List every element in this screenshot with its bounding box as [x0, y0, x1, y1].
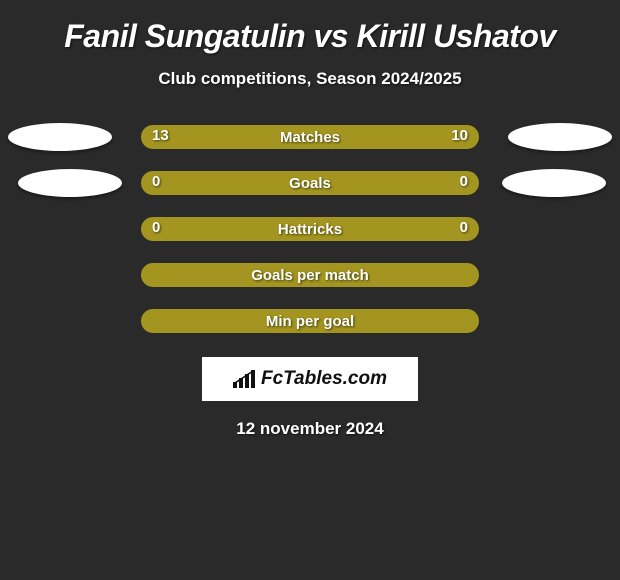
stat-pill: Matches	[141, 125, 479, 149]
stat-value-right: 0	[460, 173, 468, 190]
stat-pill: Hattricks	[141, 217, 479, 241]
stat-row: Matches 13 10	[0, 125, 620, 149]
stat-value-right: 10	[451, 127, 468, 144]
stat-row: Goals per match	[0, 263, 620, 287]
stat-pill: Goals per match	[141, 263, 479, 287]
stat-label: Matches	[280, 129, 340, 146]
stat-value-left: 0	[152, 219, 160, 236]
stat-label: Goals	[289, 175, 331, 192]
brand-badge: FcTables.com	[202, 357, 418, 401]
page-title: Fanil Sungatulin vs Kirill Ushatov	[0, 0, 620, 55]
stat-value-left: 0	[152, 173, 160, 190]
brand-text: FcTables.com	[261, 368, 387, 390]
stat-row: Min per goal	[0, 309, 620, 333]
subtitle: Club competitions, Season 2024/2025	[0, 69, 620, 89]
player-badge-left	[18, 169, 122, 197]
bar-chart-icon	[233, 370, 255, 388]
stat-row: Goals 0 0	[0, 171, 620, 195]
stat-label: Min per goal	[266, 313, 354, 330]
player-badge-left	[8, 123, 112, 151]
stat-row: Hattricks 0 0	[0, 217, 620, 241]
player-badge-right	[508, 123, 612, 151]
stat-label: Hattricks	[278, 221, 342, 238]
page-date: 12 november 2024	[0, 419, 620, 439]
stat-pill: Min per goal	[141, 309, 479, 333]
stat-pill: Goals	[141, 171, 479, 195]
stat-value-right: 0	[460, 219, 468, 236]
stat-label: Goals per match	[251, 267, 369, 284]
stat-value-left: 13	[152, 127, 169, 144]
player-badge-right	[502, 169, 606, 197]
stats-rows: Matches 13 10 Goals 0 0 Hattricks 0 0 Go…	[0, 125, 620, 333]
